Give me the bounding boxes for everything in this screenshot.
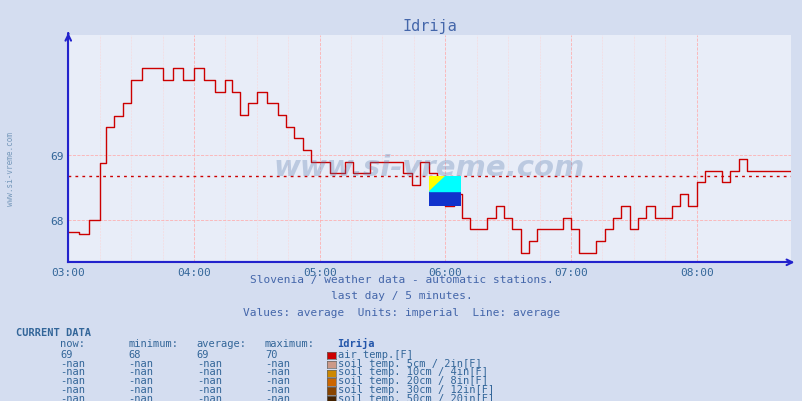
- Text: -nan: -nan: [265, 375, 290, 385]
- Text: Values: average  Units: imperial  Line: average: Values: average Units: imperial Line: av…: [242, 307, 560, 317]
- Text: -nan: -nan: [196, 375, 221, 385]
- Text: soil temp. 5cm / 2in[F]: soil temp. 5cm / 2in[F]: [338, 358, 481, 368]
- Text: -nan: -nan: [60, 358, 85, 368]
- Text: -nan: -nan: [196, 384, 221, 394]
- Text: -nan: -nan: [265, 384, 290, 394]
- Text: Slovenia / weather data - automatic stations.: Slovenia / weather data - automatic stat…: [249, 275, 553, 285]
- Text: -nan: -nan: [60, 375, 85, 385]
- Text: -nan: -nan: [265, 367, 290, 377]
- Text: -nan: -nan: [128, 375, 153, 385]
- Text: -nan: -nan: [60, 384, 85, 394]
- Text: -nan: -nan: [60, 393, 85, 401]
- Text: -nan: -nan: [196, 367, 221, 377]
- Text: -nan: -nan: [196, 393, 221, 401]
- Text: soil temp. 10cm / 4in[F]: soil temp. 10cm / 4in[F]: [338, 367, 488, 377]
- Text: www.si-vreme.com: www.si-vreme.com: [273, 154, 585, 182]
- Text: -nan: -nan: [265, 393, 290, 401]
- Text: average:: average:: [196, 338, 246, 348]
- Text: 70: 70: [265, 349, 277, 359]
- Text: -nan: -nan: [128, 358, 153, 368]
- Text: maximum:: maximum:: [265, 338, 314, 348]
- Text: -nan: -nan: [128, 384, 153, 394]
- Polygon shape: [429, 176, 461, 192]
- Text: CURRENT DATA: CURRENT DATA: [16, 327, 91, 337]
- Text: -nan: -nan: [128, 367, 153, 377]
- Text: -nan: -nan: [265, 358, 290, 368]
- Text: soil temp. 30cm / 12in[F]: soil temp. 30cm / 12in[F]: [338, 384, 494, 394]
- Text: -nan: -nan: [196, 358, 221, 368]
- Title: Idrija: Idrija: [402, 18, 456, 34]
- Text: now:: now:: [60, 338, 85, 348]
- Text: last day / 5 minutes.: last day / 5 minutes.: [330, 291, 472, 301]
- Text: Idrija: Idrija: [337, 337, 375, 348]
- Text: www.si-vreme.com: www.si-vreme.com: [6, 132, 14, 205]
- Text: 69: 69: [196, 349, 209, 359]
- Text: 68: 68: [128, 349, 141, 359]
- Text: soil temp. 50cm / 20in[F]: soil temp. 50cm / 20in[F]: [338, 393, 494, 401]
- Text: soil temp. 20cm / 8in[F]: soil temp. 20cm / 8in[F]: [338, 375, 488, 385]
- Polygon shape: [429, 192, 461, 207]
- Polygon shape: [429, 176, 445, 192]
- Text: -nan: -nan: [60, 367, 85, 377]
- Text: 69: 69: [60, 349, 73, 359]
- Text: minimum:: minimum:: [128, 338, 178, 348]
- Text: air temp.[F]: air temp.[F]: [338, 349, 412, 359]
- Text: -nan: -nan: [128, 393, 153, 401]
